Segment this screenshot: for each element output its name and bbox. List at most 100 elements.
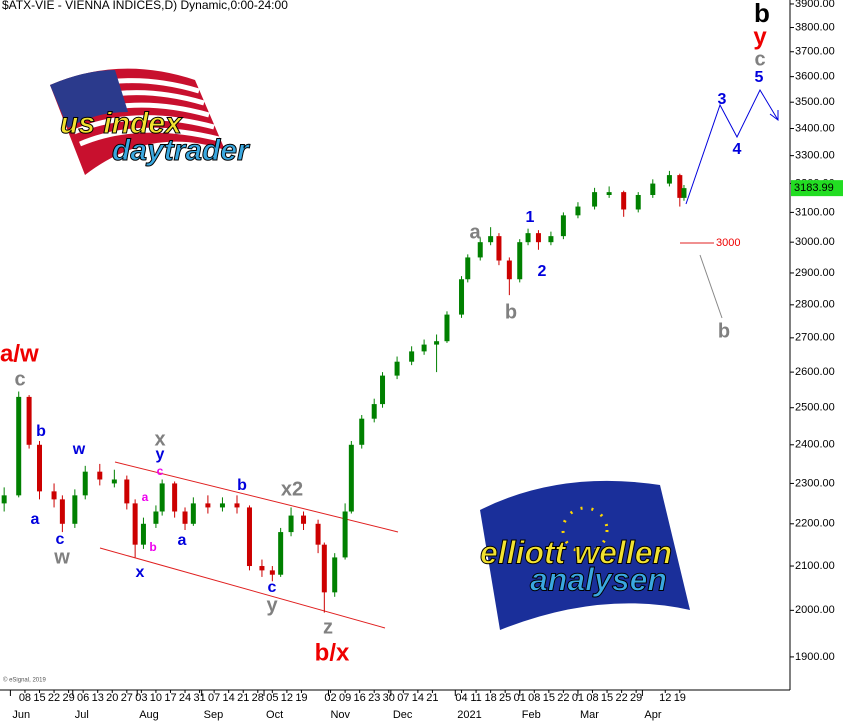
x-tick-label: 16 xyxy=(354,692,366,704)
month-label: 2021 xyxy=(457,709,481,721)
candle-body xyxy=(592,192,598,207)
y-tick-label: 3300.00 xyxy=(795,150,835,162)
candle-body xyxy=(301,515,307,524)
x-tick-label: 31 xyxy=(193,692,205,704)
x-tick-label: 05 xyxy=(266,692,278,704)
projection-path xyxy=(699,254,723,319)
candle-body xyxy=(517,242,523,280)
x-tick-label: 19 xyxy=(295,692,307,704)
wave-label: c xyxy=(157,464,164,478)
candle-body xyxy=(278,532,284,575)
wave-label: y xyxy=(753,23,767,50)
month-label: Dec xyxy=(393,709,413,721)
candle-body xyxy=(182,511,188,524)
wave-label: a xyxy=(31,511,40,528)
plot xyxy=(1,170,687,613)
candle-body xyxy=(26,396,32,445)
wave-label: b xyxy=(36,423,46,440)
x-tick-label: 21 xyxy=(237,692,249,704)
wave-label: 5 xyxy=(755,69,764,86)
candle-body xyxy=(37,444,42,492)
x-tick-label: 24 xyxy=(179,692,191,704)
month-label: Oct xyxy=(266,709,283,721)
wave-label: a xyxy=(469,221,481,243)
wave-label: c xyxy=(14,368,25,390)
x-tick-label: 06 xyxy=(77,692,89,704)
eu-flag xyxy=(480,480,690,630)
x-tick-label: 22 xyxy=(48,692,60,704)
x-tick-label: 10 xyxy=(150,692,162,704)
channel-line xyxy=(114,461,399,533)
x-tick-label: 08 xyxy=(528,692,540,704)
y-tick-label: 3000.00 xyxy=(795,236,835,248)
candle-body xyxy=(234,503,240,508)
wave-label: a xyxy=(178,532,187,549)
candle-body xyxy=(51,491,57,500)
candle-body xyxy=(434,341,440,345)
wave-label: a/w xyxy=(0,340,39,367)
chart-title: $ATX-VIE - VIENNA INDICES,D) Dynamic,0:0… xyxy=(2,0,288,12)
y-tick-label: 3700.00 xyxy=(795,46,835,58)
month-label: Feb xyxy=(522,709,541,721)
month-label: Apr xyxy=(644,709,661,721)
candle-body xyxy=(288,515,294,533)
x-tick-label: 15 xyxy=(33,692,45,704)
x-tick-label: 14 xyxy=(223,692,235,704)
y-tick-label: 2800.00 xyxy=(795,299,835,311)
month-label: Aug xyxy=(139,709,159,721)
candle-body xyxy=(1,495,7,504)
candle-body xyxy=(16,396,22,496)
candle-body xyxy=(421,344,427,352)
wave-label: b/x xyxy=(315,639,350,666)
candle-body xyxy=(219,503,225,508)
x-tick-label: 29 xyxy=(630,692,642,704)
candle-body xyxy=(444,314,450,342)
y-tick-label: 2200.00 xyxy=(795,518,835,530)
x-tick-label: 07 xyxy=(397,692,409,704)
candle-body xyxy=(111,479,117,484)
wave-label: b xyxy=(149,540,156,554)
candle-body xyxy=(140,523,146,545)
projection-arrow xyxy=(769,110,779,121)
candle-body xyxy=(269,570,275,575)
candle-body xyxy=(82,471,88,496)
candle-body xyxy=(635,194,641,210)
x-tick-label: 01 xyxy=(514,692,526,704)
candle-body xyxy=(681,188,687,198)
x-tick-label: 18 xyxy=(485,692,497,704)
x-tick-label: 22 xyxy=(615,692,627,704)
x-tick-label: 15 xyxy=(543,692,555,704)
wave-label: b xyxy=(754,0,770,28)
candle-body xyxy=(650,183,656,195)
wave-label: x xyxy=(154,428,165,450)
candle-body xyxy=(348,444,354,512)
channel-line xyxy=(99,547,386,629)
logo-text: elliott wellen xyxy=(480,534,672,570)
wave-label: x2 xyxy=(281,478,303,500)
wave-label: b xyxy=(237,477,247,494)
wave-label: 3 xyxy=(718,91,727,108)
wave-label: c xyxy=(754,48,765,70)
x-tick-label: 08 xyxy=(19,692,31,704)
x-tick-label: 27 xyxy=(121,692,133,704)
candle-body xyxy=(677,175,683,198)
candle-body xyxy=(548,236,554,243)
copyright: © eSignal, 2019 xyxy=(3,677,46,684)
candle-body xyxy=(342,511,348,558)
candle-body xyxy=(488,236,494,243)
logo-text: analysen xyxy=(530,561,667,597)
x-tick-label: 12 xyxy=(659,692,671,704)
candle-body xyxy=(459,279,465,315)
x-tick-label: 12 xyxy=(281,692,293,704)
candle-body xyxy=(124,479,130,504)
candle-body xyxy=(315,523,321,545)
wave-label: c xyxy=(56,531,65,548)
x-tick-label: 30 xyxy=(383,692,395,704)
x-tick-label: 20 xyxy=(106,692,118,704)
candle-body xyxy=(465,257,471,280)
candle-body xyxy=(535,233,541,243)
last-price-label: 3183.99 xyxy=(794,182,834,194)
y-tick-label: 2000.00 xyxy=(795,604,835,616)
y-tick-label: 2700.00 xyxy=(795,332,835,344)
candle-body xyxy=(525,233,531,243)
